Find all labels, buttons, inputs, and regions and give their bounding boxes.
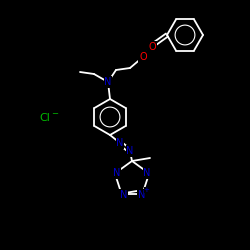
Text: N: N	[144, 168, 151, 178]
Text: N: N	[126, 146, 134, 156]
Text: Cl: Cl	[40, 113, 50, 123]
Text: N: N	[104, 77, 112, 87]
Text: N: N	[120, 190, 127, 200]
Text: N: N	[138, 190, 145, 200]
Text: O: O	[139, 52, 147, 62]
Text: N: N	[116, 138, 124, 148]
Text: +: +	[144, 186, 150, 192]
Text: O: O	[148, 42, 156, 52]
Text: −: −	[52, 110, 59, 118]
Text: N: N	[113, 168, 120, 178]
